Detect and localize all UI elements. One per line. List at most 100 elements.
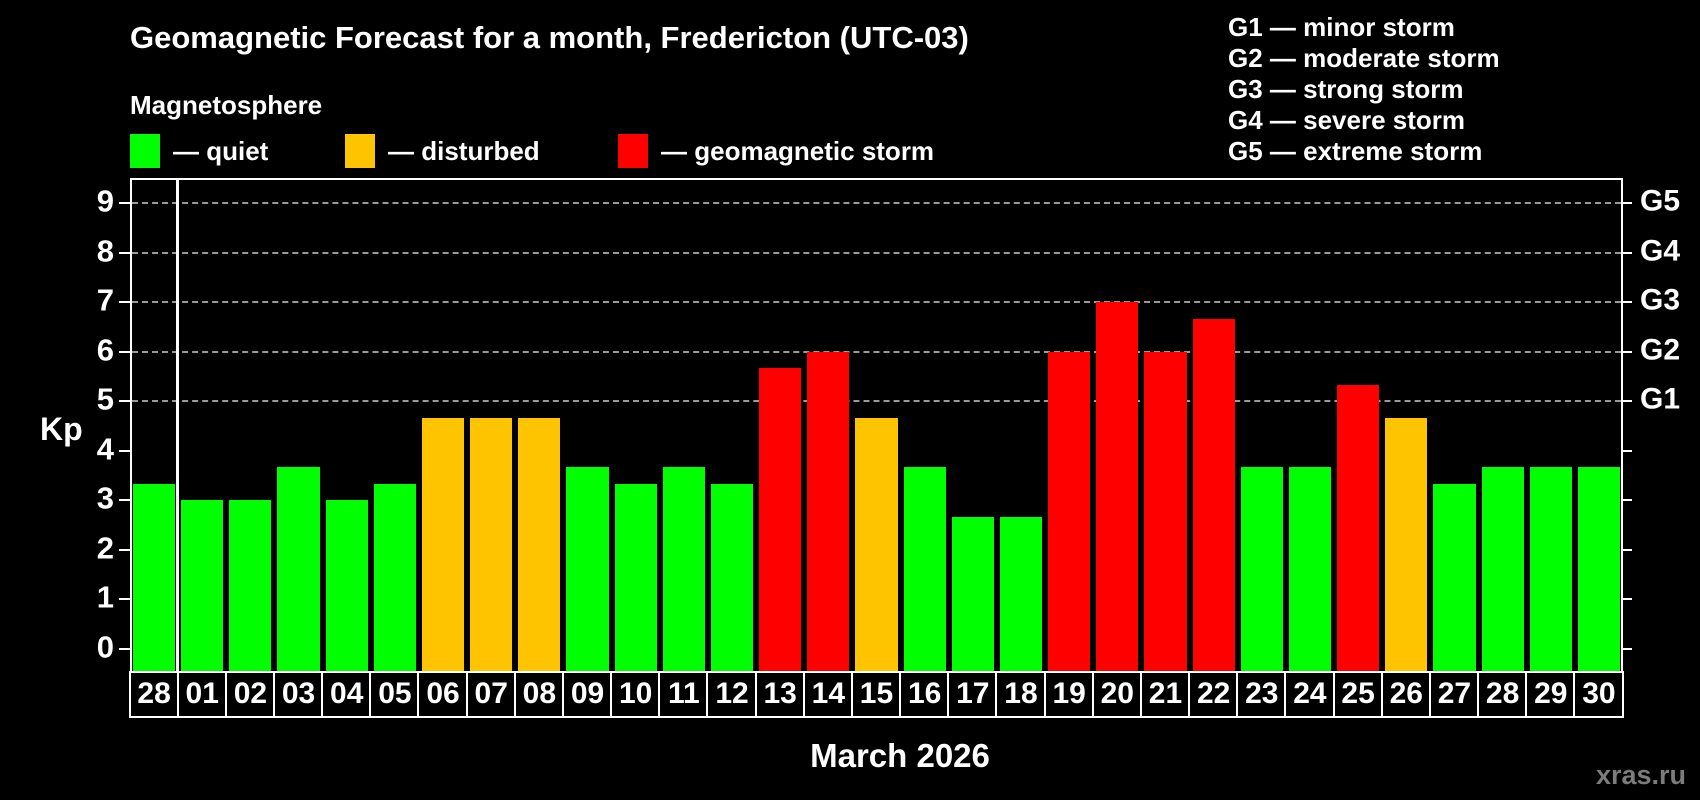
x-label-day-12: 12 [706,671,758,718]
x-label-day-07: 07 [465,671,517,718]
bar-day-17 [951,516,994,671]
x-label-day-30: 30 [1573,671,1625,718]
bar-day-25 [1337,385,1380,671]
y-axis-title: Kp [40,411,83,447]
y-tick-right-1 [1621,598,1632,601]
x-label-day-09: 09 [561,671,614,718]
bar-day-30 [1577,467,1620,671]
x-label-day-24: 24 [1284,671,1336,718]
right-axis-label-G3: G3 [1640,284,1681,318]
x-label-day-26: 26 [1380,671,1432,718]
y-tick-left-2 [119,548,130,551]
x-label-day-11: 11 [658,671,710,718]
y-tick-label-9: 9 [96,183,114,219]
chart-title: Geomagnetic Forecast for a month, Freder… [130,20,969,55]
x-label-day-20: 20 [1091,671,1143,718]
gridline-kp-5 [132,400,1621,403]
y-tick-left-8 [119,251,130,254]
g-scale-line-3: G3 — strong storm [1228,74,1464,104]
bar-day-16 [903,467,946,671]
bar-day-01 [181,500,224,671]
prev-month-separator [176,180,180,671]
y-tick-label-8: 8 [96,233,114,269]
x-label-day-23: 23 [1236,671,1288,718]
x-label-day-02: 02 [224,671,276,718]
bar-day-29 [1529,467,1572,671]
bar-day-22 [1192,318,1235,671]
bar-day-11 [662,467,705,671]
y-tick-right-2 [1621,548,1632,551]
y-tick-label-5: 5 [96,381,114,417]
y-tick-label-6: 6 [96,332,114,368]
bar-day-28 [133,484,176,671]
x-label-day-27: 27 [1428,671,1480,718]
right-axis-label-G2: G2 [1640,333,1681,367]
legend-label-disturbed: — disturbed [388,135,540,166]
bar-day-13 [759,368,802,671]
bar-day-04 [325,500,368,671]
x-label-day-16: 16 [899,671,951,718]
g-scale-line-4: G4 — severe storm [1228,105,1466,135]
y-tick-label-2: 2 [96,530,114,566]
bar-day-06 [421,417,465,671]
watermark-text: xras.ru [1595,760,1686,790]
x-axis-title: March 2026 [810,737,990,774]
bar-day-27 [1433,484,1476,671]
y-tick-left-5 [119,400,130,403]
y-tick-right-6 [1621,350,1632,353]
x-label-day-25: 25 [1332,671,1384,718]
bar-day-15 [855,417,898,671]
x-label-day-13: 13 [754,671,806,718]
bar-day-12 [710,484,754,671]
x-label-day-15: 15 [850,671,903,718]
bar-day-10 [614,484,657,671]
right-axis-label-G5: G5 [1640,185,1681,219]
legend-item-quiet: — quiet [130,134,268,168]
bar-day-19 [1048,351,1091,671]
y-tick-label-0: 0 [96,629,114,665]
x-label-day-08: 08 [513,671,565,718]
bar-day-05 [373,484,416,671]
y-tick-left-7 [119,301,130,304]
x-label-day-14: 14 [802,671,854,718]
bar-day-21 [1144,351,1187,671]
bar-day-14 [807,351,850,671]
bar-day-23 [1240,467,1283,671]
y-tick-left-3 [119,499,130,502]
bar-day-20 [1096,302,1139,671]
y-tick-left-1 [119,598,130,601]
g-scale-legend: G1 — minor storm G2 — moderate storm G3 — … [1228,12,1500,167]
gridline-kp-6 [132,350,1621,353]
y-tick-left-9 [119,202,130,205]
right-axis-label-G1: G1 [1640,383,1681,417]
y-tick-right-7 [1621,301,1632,304]
bar-day-07 [470,417,513,671]
g-scale-line-5: G5 — extreme storm [1228,136,1483,166]
bar-day-28 [1481,467,1524,671]
x-label-day-17: 17 [947,671,999,718]
x-label-day-22: 22 [1188,671,1240,718]
legend-item-disturbed: — disturbed [345,134,540,168]
x-label-day-29: 29 [1525,671,1577,718]
y-tick-right-8 [1621,251,1632,254]
plot-area [130,178,1623,673]
x-label-day-28: 28 [1477,671,1529,718]
legend-swatch-disturbed [345,134,375,168]
x-label-day-21: 21 [1139,671,1192,718]
gridline-kp-7 [132,301,1621,304]
x-label-day-03: 03 [272,671,325,718]
legend-label-storm: — geomagnetic storm [661,135,935,166]
legend-label-quiet: — quiet [173,135,269,166]
y-tick-label-1: 1 [96,579,114,615]
g-scale-line-2: G2 — moderate storm [1228,43,1500,73]
x-label-day-01: 01 [176,671,228,718]
y-tick-right-9 [1621,202,1632,205]
y-tick-left-0 [119,647,130,650]
y-tick-label-4: 4 [96,431,114,467]
legend-item-storm: — geomagnetic storm [618,134,934,168]
bar-day-18 [999,516,1043,671]
x-label-day-10: 10 [610,671,662,718]
x-label-day-18: 18 [995,671,1047,718]
x-label-day-05: 05 [369,671,421,718]
x-label-day-19: 19 [1043,671,1095,718]
